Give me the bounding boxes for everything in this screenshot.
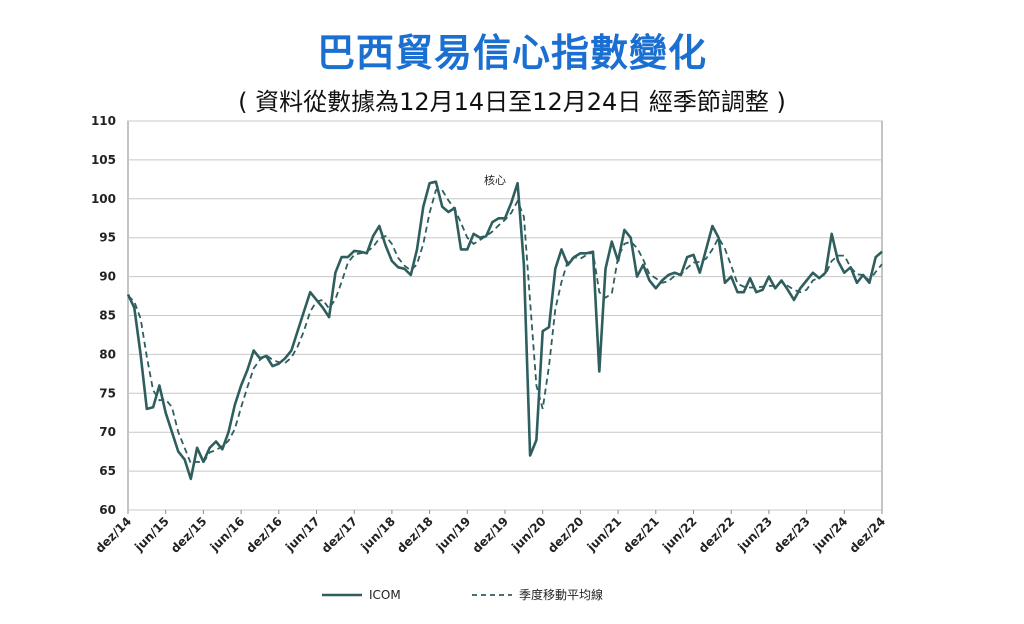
x-tick-label: dez/24 (847, 514, 889, 556)
series-line-icom (126, 180, 883, 481)
y-tick-label: 60 (99, 503, 116, 517)
x-tick-label: jun/18 (358, 514, 399, 555)
chart-subtitle: ( 資料從數據為12月14日至12月24日 經季節調整 ) (238, 88, 786, 116)
x-tick-label: dez/23 (771, 514, 813, 556)
y-tick-label: 70 (99, 425, 116, 439)
x-tick-label: jun/19 (433, 514, 474, 555)
y-tick-label: 65 (99, 464, 116, 478)
chart-title: 巴西貿易信心指數變化 (316, 31, 707, 75)
x-tick-label: jun/21 (584, 514, 625, 555)
x-tick-label: dez/16 (243, 514, 285, 556)
y-tick-label: 95 (99, 231, 116, 245)
y-tick-label: 80 (99, 347, 116, 361)
annotation-label: 核心 (484, 173, 506, 187)
x-tick-label: dez/21 (620, 514, 662, 556)
x-tick-label: dez/17 (319, 514, 361, 556)
x-tick-label: jun/15 (131, 514, 172, 555)
gridlines (128, 120, 882, 511)
x-tick-label: dez/22 (696, 514, 738, 556)
y-tick-label: 85 (99, 309, 116, 323)
x-tick-label: jun/23 (735, 514, 776, 555)
y-tick-label: 90 (99, 270, 116, 284)
x-tick-label: jun/22 (659, 514, 700, 555)
x-tick-label: jun/17 (282, 514, 323, 555)
y-tick-label: 105 (91, 153, 116, 167)
x-tick-label: dez/14 (93, 514, 135, 556)
x-tick-label: jun/16 (207, 514, 248, 555)
x-tick-label: dez/19 (470, 514, 512, 556)
x-axis-ticks: dez/14jun/15dez/15jun/16dez/16jun/17dez/… (93, 510, 889, 556)
legend-label-moving-average: 季度移動平均線 (519, 587, 603, 602)
legend: ICOM 季度移動平均線 (322, 587, 603, 602)
y-tick-label: 75 (99, 386, 116, 400)
legend-label-icom: ICOM (369, 588, 401, 602)
x-tick-label: jun/20 (508, 514, 549, 555)
series-line-moving-average (127, 189, 883, 465)
x-tick-label: dez/15 (168, 514, 210, 556)
y-tick-label: 110 (91, 114, 116, 128)
x-tick-label: dez/18 (394, 514, 436, 556)
y-tick-label: 100 (91, 192, 116, 206)
x-tick-label: dez/20 (545, 514, 587, 556)
x-tick-label: jun/24 (810, 514, 851, 555)
y-axis-ticks: 60 65 70 75 80 85 90 95 100 105 110 (91, 114, 116, 517)
